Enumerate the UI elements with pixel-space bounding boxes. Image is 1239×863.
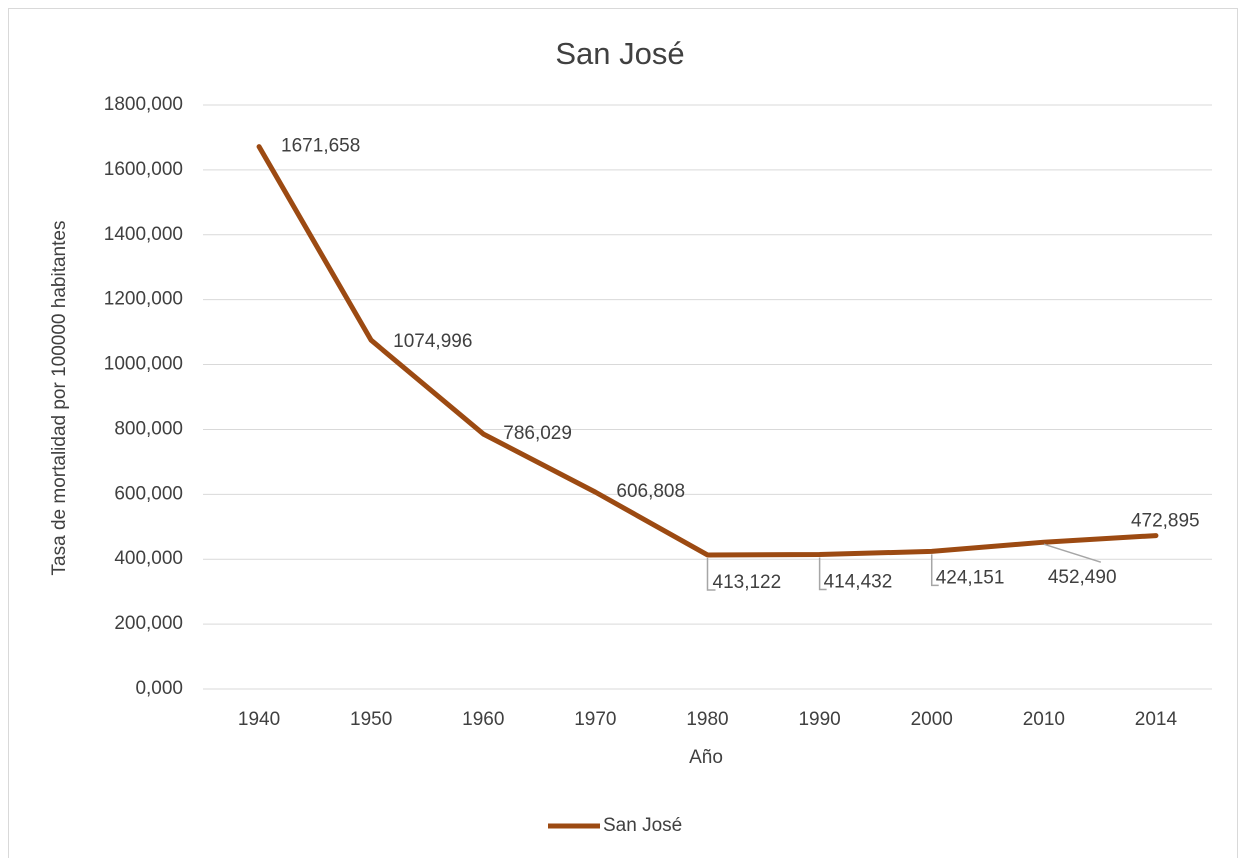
data-label: 424,151 bbox=[936, 567, 1005, 588]
chart-title: San José bbox=[555, 36, 684, 71]
line bbox=[256, 144, 1159, 558]
x-tick-label: 1960 bbox=[462, 709, 504, 730]
data-label: 452,490 bbox=[1048, 567, 1117, 588]
y-tick-label: 600,000 bbox=[114, 483, 183, 504]
x-tick-label: 1950 bbox=[350, 709, 392, 730]
y-tick-label: 1200,000 bbox=[104, 289, 183, 310]
y-axis-label: Tasa de mortalidad por 100000 habitantes bbox=[49, 221, 70, 576]
data-label: 786,029 bbox=[503, 423, 572, 444]
y-tick-label: 1600,000 bbox=[104, 159, 183, 180]
y-tick-label: 1000,000 bbox=[104, 354, 183, 375]
y-tick-label: 1400,000 bbox=[104, 224, 183, 245]
data-label: 606,808 bbox=[616, 481, 685, 502]
x-tick-label: 2014 bbox=[1135, 709, 1178, 730]
data-label: 472,895 bbox=[1131, 511, 1200, 532]
x-tick-label: 2000 bbox=[911, 709, 953, 730]
y-tick-label: 1800,000 bbox=[104, 94, 183, 115]
legend-label: San José bbox=[603, 815, 682, 836]
data-label: 1074,996 bbox=[393, 331, 472, 352]
x-tick-label: 1970 bbox=[574, 709, 616, 730]
y-tick-label: 200,000 bbox=[114, 613, 183, 634]
leader-line bbox=[818, 557, 827, 591]
x-tick-label: 1940 bbox=[238, 709, 280, 730]
x-tick-label: 1980 bbox=[686, 709, 728, 730]
y-tick-label: 800,000 bbox=[114, 418, 183, 439]
x-tick-label: 2010 bbox=[1023, 709, 1065, 730]
leader-line bbox=[930, 554, 939, 587]
chart-border bbox=[8, 8, 1238, 863]
x-axis-label: Año bbox=[689, 747, 723, 768]
y-tick-label: 0,000 bbox=[135, 678, 183, 699]
data-label: 413,122 bbox=[713, 572, 782, 593]
leader-line bbox=[706, 557, 716, 591]
data-label: 414,432 bbox=[824, 572, 893, 593]
data-label: 1671,658 bbox=[281, 136, 360, 157]
leader-line bbox=[1043, 543, 1102, 563]
x-tick-label: 1990 bbox=[798, 709, 840, 730]
y-tick-label: 400,000 bbox=[114, 548, 183, 569]
